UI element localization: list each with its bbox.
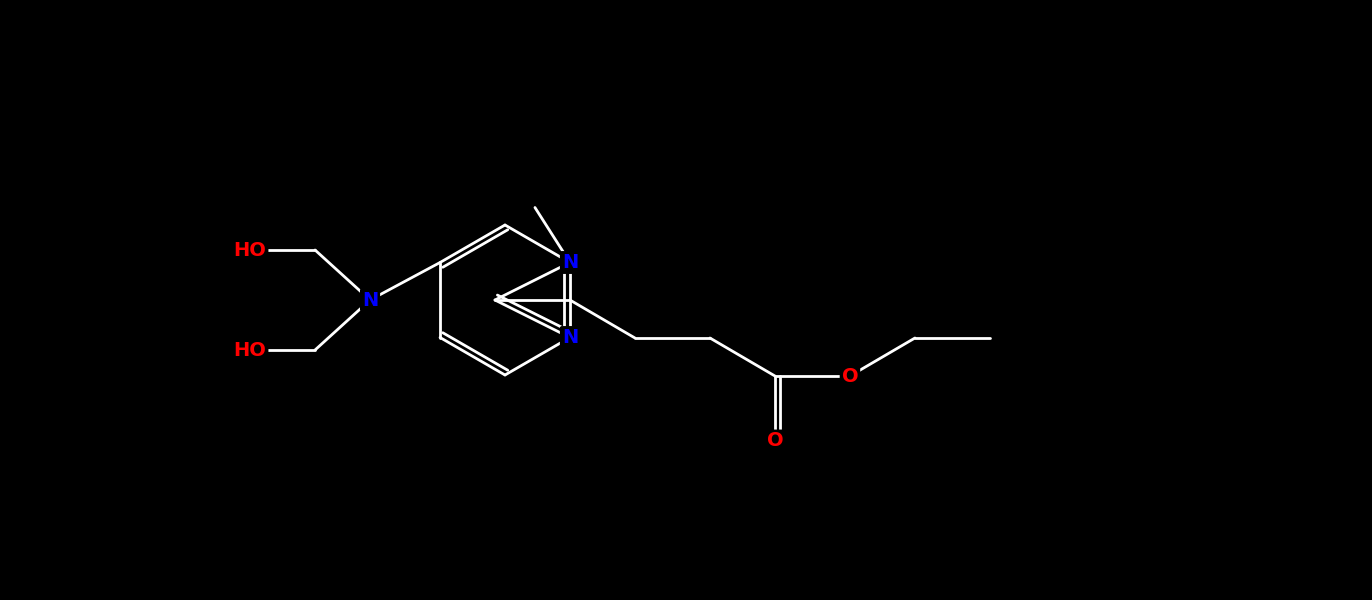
Text: HO: HO xyxy=(233,241,266,259)
Text: HO: HO xyxy=(233,340,266,359)
Text: O: O xyxy=(841,367,859,385)
Text: O: O xyxy=(767,431,783,451)
Text: N: N xyxy=(561,253,578,272)
Text: N: N xyxy=(362,290,379,310)
Text: N: N xyxy=(561,328,578,347)
